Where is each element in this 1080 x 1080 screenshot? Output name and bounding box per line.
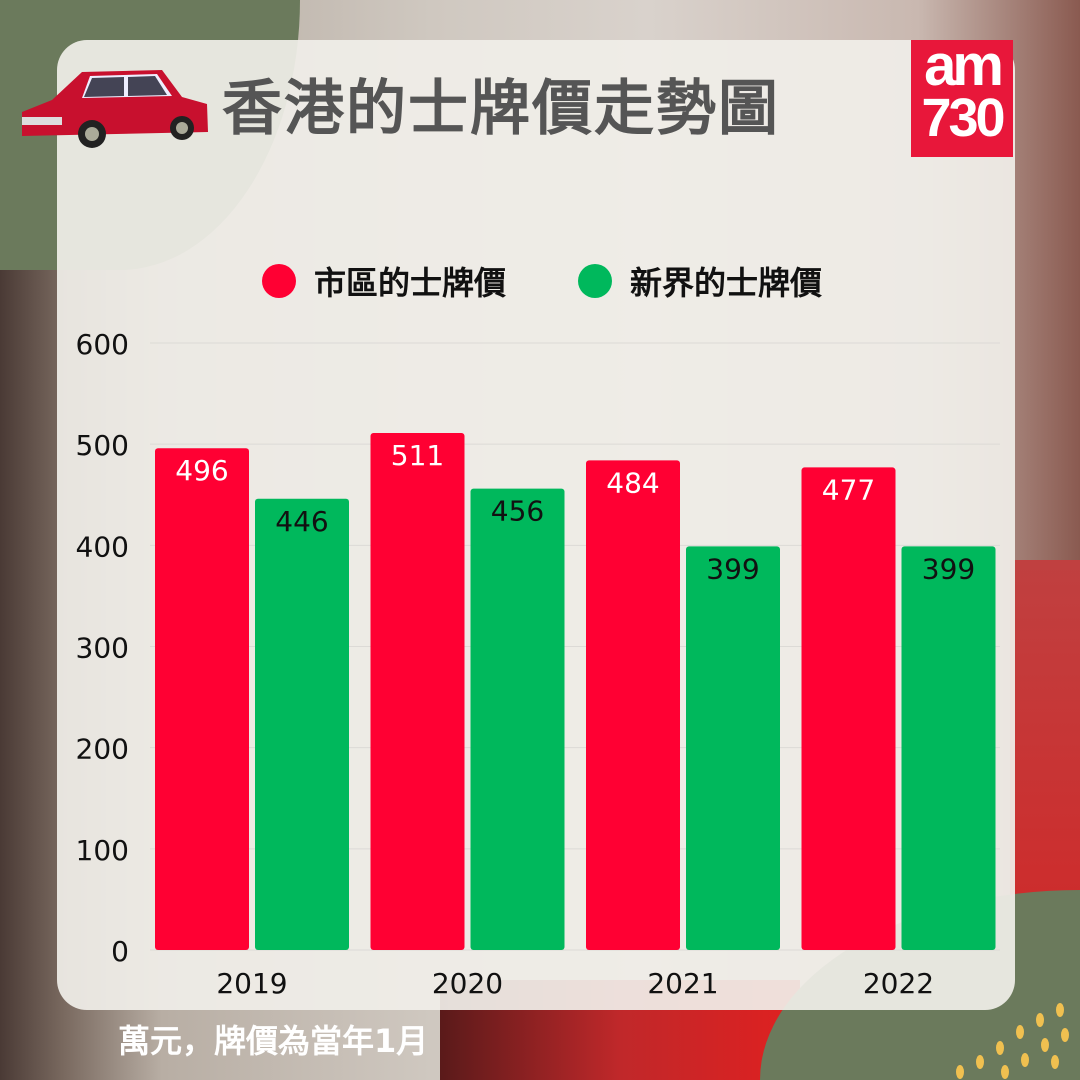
legend-label: 市區的士牌價 — [314, 264, 507, 302]
bar-2020-nt — [470, 488, 565, 950]
x-tick-label: 2021 — [647, 967, 718, 1000]
data-label: 399 — [922, 552, 975, 585]
bar-2022-nt — [901, 546, 996, 950]
x-tick-label: 2020 — [432, 967, 503, 1000]
y-tick-label: 500 — [76, 429, 129, 462]
logo-line1: am — [924, 33, 1004, 98]
bar-2021-urban — [586, 460, 680, 950]
bar-2019-urban — [155, 448, 249, 950]
y-tick-label: 300 — [76, 632, 129, 665]
bar-2020-urban — [370, 433, 465, 950]
y-tick-label: 600 — [76, 328, 129, 361]
legend: 市區的士牌價 新界的士牌價 — [262, 258, 822, 304]
page-title: 香港的士牌價走勢圖 — [222, 74, 780, 144]
data-label: 456 — [491, 495, 544, 528]
y-tick-label: 400 — [76, 530, 129, 563]
y-tick-label: 100 — [76, 834, 129, 867]
x-tick-label: 2022 — [863, 967, 934, 1000]
data-label: 511 — [391, 439, 444, 472]
decorative-dots — [956, 1003, 1069, 1079]
data-label: 399 — [706, 552, 759, 585]
taxi-icon — [22, 70, 208, 148]
y-tick-label: 0 — [111, 935, 129, 968]
am730-logo: am 730 — [911, 33, 1013, 157]
bar-2019-nt — [255, 498, 349, 950]
unit-note: 萬元，牌價為當年1月 — [118, 1022, 429, 1060]
legend-label: 新界的士牌價 — [630, 264, 823, 302]
legend-swatch-urban — [262, 264, 296, 298]
y-tick-label: 200 — [76, 733, 129, 766]
data-label: 484 — [606, 466, 659, 499]
data-label: 477 — [822, 473, 875, 506]
data-label: 446 — [275, 505, 328, 538]
legend-item-nt: 新界的士牌價 — [578, 258, 822, 304]
legend-swatch-nt — [578, 264, 613, 298]
logo-line2: 730 — [921, 88, 1005, 148]
data-label: 496 — [175, 454, 228, 487]
bar-2022-urban — [801, 467, 896, 950]
bar-2021-nt — [686, 546, 780, 950]
legend-item-urban: 市區的士牌價 — [262, 258, 506, 304]
x-tick-label: 2019 — [216, 967, 287, 1000]
